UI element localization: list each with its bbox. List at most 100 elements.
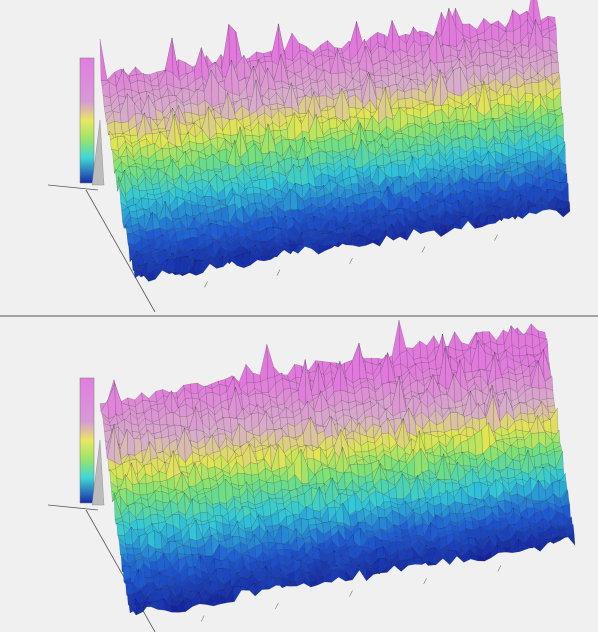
axis-tick bbox=[276, 269, 281, 276]
surface-cell bbox=[424, 433, 433, 451]
surface-cell bbox=[542, 36, 551, 53]
surface-cell bbox=[189, 228, 198, 238]
surface-cell bbox=[253, 240, 262, 247]
surface-cell bbox=[213, 168, 223, 172]
surface-cell bbox=[483, 182, 492, 191]
surface-cell bbox=[525, 92, 534, 103]
surface-cell bbox=[413, 557, 423, 565]
surface-cell bbox=[453, 66, 462, 97]
surface-cell bbox=[458, 211, 467, 217]
surface-cell bbox=[318, 151, 328, 165]
surface-cell bbox=[440, 394, 449, 410]
surface-cell bbox=[394, 132, 403, 139]
surface-cell bbox=[275, 497, 284, 505]
axis-tick bbox=[349, 257, 353, 265]
surface-cell bbox=[490, 173, 499, 183]
surface-cell bbox=[547, 405, 556, 413]
surface-cell bbox=[502, 377, 511, 391]
surface-cell bbox=[474, 429, 483, 457]
surface-cell bbox=[407, 124, 417, 139]
surface-cell bbox=[487, 214, 496, 225]
surface-cell bbox=[235, 253, 245, 269]
surface-cell bbox=[199, 511, 209, 522]
surface-cell bbox=[406, 114, 415, 125]
color-bar bbox=[79, 377, 95, 504]
surface-cell bbox=[280, 480, 290, 491]
surface-cell bbox=[151, 85, 160, 90]
surface-cell bbox=[396, 540, 405, 551]
surface-cell bbox=[180, 255, 189, 275]
surface-cell bbox=[139, 483, 148, 496]
surface-cell bbox=[237, 472, 246, 486]
surface-cell bbox=[229, 118, 238, 136]
surface-cell bbox=[275, 543, 284, 551]
surface-cell bbox=[301, 230, 310, 239]
surface-cell bbox=[512, 459, 522, 471]
surface-cell bbox=[250, 462, 259, 476]
surface-cell bbox=[379, 60, 388, 69]
surface-cell bbox=[141, 197, 150, 211]
surface-cell bbox=[450, 412, 459, 431]
surface-cell bbox=[357, 463, 366, 478]
surface-cell bbox=[473, 482, 483, 501]
surface-cell bbox=[397, 98, 406, 109]
surface-cell bbox=[420, 181, 429, 195]
surface-cell bbox=[114, 120, 123, 135]
surface-cell bbox=[551, 61, 560, 75]
surface-cell bbox=[537, 531, 546, 541]
surface-cell bbox=[136, 73, 145, 82]
axis-tick bbox=[421, 246, 426, 253]
axis-tick bbox=[204, 281, 208, 288]
surface-cell bbox=[136, 519, 145, 530]
surface-cell bbox=[252, 186, 262, 195]
surface-cell bbox=[170, 605, 179, 613]
axis-line bbox=[47, 184, 99, 191]
surface-cell bbox=[504, 549, 513, 553]
surface-cell bbox=[542, 204, 550, 211]
surface-cell bbox=[380, 67, 389, 77]
surface-cell bbox=[255, 393, 264, 408]
surface-cell bbox=[404, 97, 413, 109]
plot-panel bbox=[47, 0, 571, 313]
surface-cell bbox=[291, 501, 300, 516]
surface-cell bbox=[350, 175, 359, 185]
surface-cell bbox=[529, 150, 538, 163]
surface-cell bbox=[514, 418, 523, 432]
surface-cell bbox=[175, 230, 184, 242]
surface-cell bbox=[556, 511, 565, 527]
surface-cell bbox=[345, 133, 354, 150]
surface-cell bbox=[365, 130, 374, 143]
surface-cell bbox=[329, 117, 338, 129]
surface-cell bbox=[194, 259, 204, 276]
color-bar bbox=[79, 57, 95, 184]
surface-cell bbox=[153, 264, 162, 270]
surface-cell bbox=[218, 148, 228, 163]
axis-tick bbox=[494, 234, 498, 241]
surface-cell bbox=[504, 93, 513, 107]
surface-cell bbox=[264, 56, 273, 62]
surface-cell bbox=[519, 117, 528, 128]
surface-cell bbox=[116, 523, 125, 536]
surface-cell bbox=[202, 477, 211, 489]
surface-cell bbox=[190, 382, 199, 394]
surface-cell bbox=[244, 527, 253, 533]
surface-cell bbox=[269, 103, 279, 110]
surface-cell bbox=[199, 502, 208, 513]
surface-cell bbox=[266, 482, 276, 496]
surface-cell bbox=[190, 546, 199, 555]
surface-cell bbox=[524, 82, 533, 95]
surface-cell bbox=[242, 251, 251, 269]
surface-cell bbox=[184, 111, 193, 124]
surface-cell bbox=[515, 429, 524, 439]
surface-cell bbox=[371, 228, 380, 241]
surface-cell bbox=[125, 582, 134, 596]
surface-cell bbox=[538, 387, 548, 401]
surface-cell bbox=[150, 513, 159, 525]
surface-cell bbox=[393, 363, 402, 378]
surface-cell bbox=[398, 550, 407, 561]
surface-cell bbox=[484, 196, 493, 204]
surface-cell bbox=[484, 190, 493, 198]
axis-line bbox=[85, 189, 156, 313]
